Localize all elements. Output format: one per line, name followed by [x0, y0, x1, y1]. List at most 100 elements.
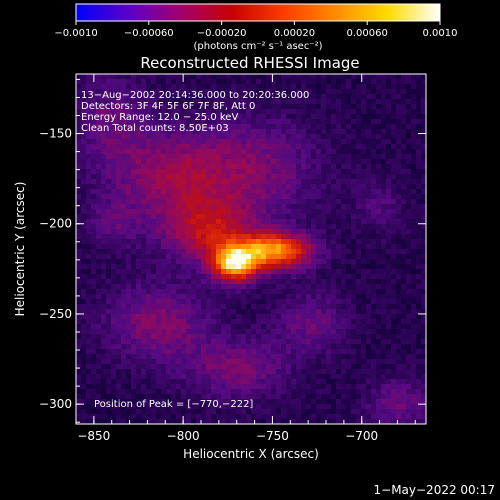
image-pixel — [261, 309, 267, 315]
image-pixel — [156, 104, 162, 110]
image-pixel — [396, 334, 402, 340]
image-pixel — [376, 344, 382, 350]
image-pixel — [281, 404, 287, 410]
image-pixel — [191, 284, 197, 290]
image-pixel — [116, 204, 122, 210]
image-pixel — [361, 369, 367, 375]
image-pixel — [421, 264, 427, 270]
image-pixel — [361, 269, 367, 275]
image-pixel — [201, 154, 207, 160]
image-pixel — [146, 304, 152, 310]
image-pixel — [201, 414, 207, 420]
image-pixel — [196, 169, 202, 175]
image-pixel — [256, 139, 262, 145]
image-pixel — [141, 369, 147, 375]
image-pixel — [281, 279, 287, 285]
image-pixel — [81, 139, 87, 145]
image-pixel — [81, 314, 87, 320]
image-pixel — [286, 334, 292, 340]
image-pixel — [401, 244, 407, 250]
image-pixel — [366, 389, 372, 395]
image-pixel — [231, 279, 237, 285]
image-pixel — [396, 309, 402, 315]
image-pixel — [336, 209, 342, 215]
image-pixel — [316, 234, 322, 240]
image-pixel — [76, 74, 82, 80]
image-pixel — [216, 129, 222, 135]
image-pixel — [366, 304, 372, 310]
image-pixel — [121, 359, 127, 365]
image-pixel — [166, 379, 172, 385]
image-pixel — [266, 399, 272, 405]
image-pixel — [236, 359, 242, 365]
image-pixel — [241, 334, 247, 340]
image-pixel — [391, 359, 397, 365]
image-pixel — [411, 74, 417, 80]
image-pixel — [356, 264, 362, 270]
image-pixel — [191, 384, 197, 390]
image-pixel — [311, 384, 317, 390]
image-pixel — [196, 139, 202, 145]
image-pixel — [136, 184, 142, 190]
image-pixel — [406, 134, 412, 140]
image-pixel — [221, 349, 227, 355]
image-pixel — [301, 169, 307, 175]
image-pixel — [361, 239, 367, 245]
image-pixel — [201, 179, 207, 185]
image-pixel — [306, 109, 312, 115]
image-pixel — [216, 289, 222, 295]
image-pixel — [231, 369, 237, 375]
image-pixel — [371, 119, 377, 125]
image-pixel — [211, 219, 217, 225]
image-pixel — [126, 384, 132, 390]
image-pixel — [406, 274, 412, 280]
image-pixel — [246, 164, 252, 170]
image-pixel — [391, 279, 397, 285]
image-pixel — [231, 204, 237, 210]
image-pixel — [86, 399, 92, 405]
image-pixel — [121, 334, 127, 340]
image-pixel — [256, 249, 262, 255]
image-pixel — [386, 109, 392, 115]
image-pixel — [321, 389, 327, 395]
image-pixel — [331, 234, 337, 240]
image-pixel — [131, 359, 137, 365]
image-pixel — [196, 349, 202, 355]
image-pixel — [256, 199, 262, 205]
image-pixel — [246, 74, 252, 80]
image-pixel — [416, 184, 422, 190]
image-pixel — [261, 409, 267, 415]
image-pixel — [96, 124, 102, 130]
image-pixel — [196, 309, 202, 315]
image-pixel — [331, 144, 337, 150]
image-pixel — [201, 419, 207, 425]
image-pixel — [191, 279, 197, 285]
image-pixel — [81, 244, 87, 250]
image-pixel — [176, 324, 182, 330]
image-pixel — [116, 289, 122, 295]
image-pixel — [371, 324, 377, 330]
image-pixel — [81, 179, 87, 185]
image-pixel — [176, 414, 182, 420]
image-pixel — [136, 169, 142, 175]
image-pixel — [361, 299, 367, 305]
image-pixel — [351, 389, 357, 395]
image-pixel — [156, 349, 162, 355]
image-pixel — [251, 319, 257, 325]
image-pixel — [421, 399, 427, 405]
image-pixel — [186, 204, 192, 210]
image-pixel — [86, 214, 92, 220]
image-pixel — [146, 239, 152, 245]
image-pixel — [151, 234, 157, 240]
image-pixel — [101, 84, 107, 90]
image-pixel — [236, 304, 242, 310]
image-pixel — [86, 234, 92, 240]
image-pixel — [176, 209, 182, 215]
image-pixel — [351, 269, 357, 275]
image-pixel — [176, 354, 182, 360]
image-pixel — [376, 119, 382, 125]
image-pixel — [151, 244, 157, 250]
image-pixel — [371, 179, 377, 185]
image-pixel — [396, 224, 402, 230]
image-pixel — [366, 109, 372, 115]
